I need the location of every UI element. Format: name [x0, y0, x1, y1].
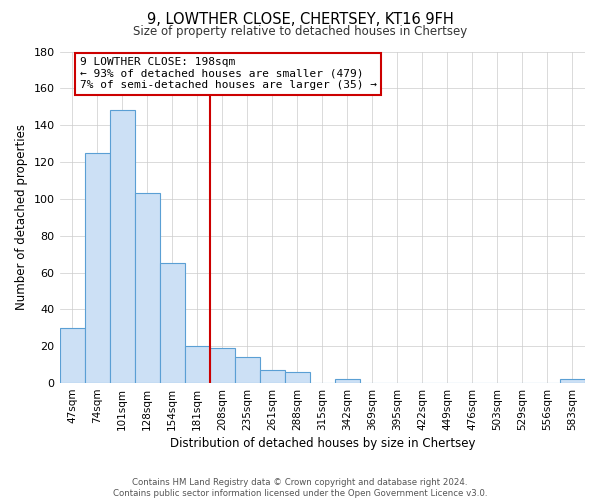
- Bar: [185, 346, 209, 383]
- Bar: [335, 380, 360, 383]
- Bar: [209, 348, 235, 383]
- Bar: [260, 370, 285, 383]
- Bar: [160, 264, 185, 383]
- Text: Size of property relative to detached houses in Chertsey: Size of property relative to detached ho…: [133, 25, 467, 38]
- Bar: [110, 110, 134, 383]
- Text: 9 LOWTHER CLOSE: 198sqm
← 93% of detached houses are smaller (479)
7% of semi-de: 9 LOWTHER CLOSE: 198sqm ← 93% of detache…: [80, 57, 377, 90]
- Text: 9, LOWTHER CLOSE, CHERTSEY, KT16 9FH: 9, LOWTHER CLOSE, CHERTSEY, KT16 9FH: [146, 12, 454, 28]
- X-axis label: Distribution of detached houses by size in Chertsey: Distribution of detached houses by size …: [170, 437, 475, 450]
- Bar: [134, 194, 160, 383]
- Text: Contains HM Land Registry data © Crown copyright and database right 2024.
Contai: Contains HM Land Registry data © Crown c…: [113, 478, 487, 498]
- Bar: [85, 153, 110, 383]
- Bar: [560, 380, 585, 383]
- Bar: [285, 372, 310, 383]
- Bar: [59, 328, 85, 383]
- Y-axis label: Number of detached properties: Number of detached properties: [15, 124, 28, 310]
- Bar: [235, 358, 260, 383]
